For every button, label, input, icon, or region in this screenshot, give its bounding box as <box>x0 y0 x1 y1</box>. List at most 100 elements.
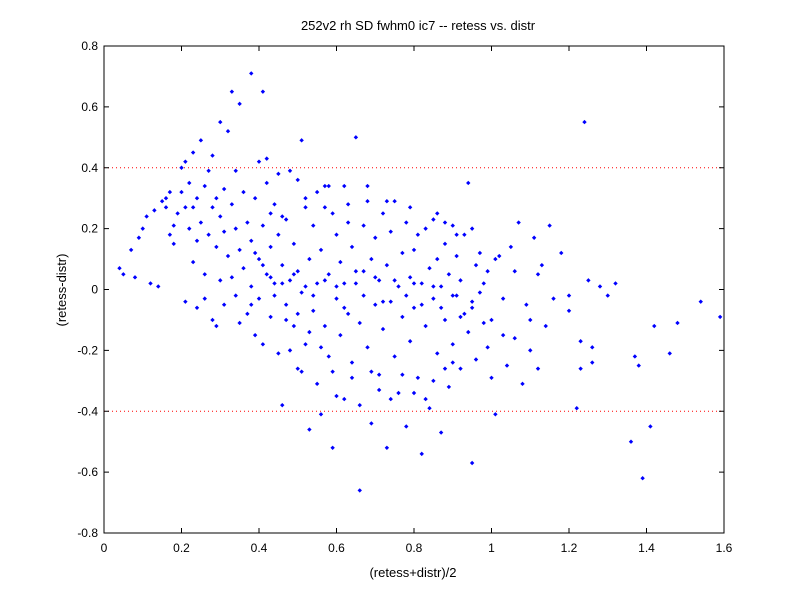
data-point <box>163 195 169 201</box>
data-point <box>396 284 401 289</box>
data-point <box>415 232 421 237</box>
data-point <box>229 275 235 280</box>
data-point <box>334 232 339 237</box>
x-tick-label: 1.4 <box>638 541 655 555</box>
data-point <box>524 302 529 307</box>
data-point <box>717 314 723 320</box>
x-tick-label: 0.6 <box>328 541 345 555</box>
data-point <box>214 244 219 250</box>
data-point <box>307 427 312 432</box>
data-point <box>357 488 362 493</box>
data-point <box>473 357 479 362</box>
x-axis-title: (retess+distr)/2 <box>369 565 456 580</box>
data-point <box>249 238 254 243</box>
data-point <box>404 293 409 298</box>
data-point <box>411 281 417 286</box>
data-point <box>388 396 393 402</box>
data-point <box>531 235 537 240</box>
x-tick-label: 1.6 <box>716 541 733 555</box>
data-point <box>264 272 269 277</box>
data-point <box>318 412 324 417</box>
y-tick-label: -0.4 <box>77 404 98 418</box>
data-point <box>400 372 405 377</box>
data-point <box>167 232 173 237</box>
data-point <box>431 217 436 222</box>
data-point <box>648 424 653 429</box>
data-point <box>167 189 173 195</box>
data-point <box>198 220 204 225</box>
y-axis-title: (retess-distr) <box>54 254 69 327</box>
data-point <box>245 220 250 225</box>
data-point <box>330 211 335 216</box>
data-point <box>458 366 463 371</box>
x-tick-label: 1.2 <box>561 541 578 555</box>
data-point <box>442 366 448 371</box>
data-point <box>334 393 339 399</box>
data-point <box>256 296 262 301</box>
data-point <box>489 317 494 323</box>
data-point <box>303 342 308 347</box>
data-point <box>256 256 262 262</box>
data-point <box>450 293 455 298</box>
x-tick-label: 1 <box>488 541 495 555</box>
data-point <box>330 445 335 450</box>
data-point <box>345 220 351 225</box>
data-point <box>221 229 227 234</box>
data-point <box>392 278 397 283</box>
data-point <box>469 226 475 231</box>
chart-title: 252v2 rh SD fwhm0 ic7 -- retess vs. dist… <box>301 18 536 33</box>
data-point <box>640 476 645 481</box>
data-point <box>179 165 184 170</box>
data-point <box>462 232 467 237</box>
data-point <box>322 183 328 189</box>
data-point <box>477 290 483 295</box>
data-point <box>326 272 331 277</box>
data-point <box>551 296 556 301</box>
data-point <box>221 302 227 307</box>
data-point <box>283 302 289 307</box>
data-point <box>512 269 517 274</box>
data-point <box>295 366 300 371</box>
data-point <box>303 205 308 210</box>
data-point <box>260 89 266 94</box>
data-point <box>404 220 409 225</box>
data-point <box>384 445 390 450</box>
data-point <box>233 293 238 298</box>
data-point <box>535 366 541 371</box>
data-point <box>322 278 328 283</box>
data-point <box>249 302 254 307</box>
data-point <box>574 406 579 411</box>
data-point <box>233 226 238 231</box>
data-point <box>415 375 421 380</box>
data-point <box>361 223 366 228</box>
data-point <box>268 211 273 216</box>
data-point <box>276 232 281 237</box>
data-point <box>342 183 347 189</box>
data-point <box>194 305 200 310</box>
data-point <box>190 150 196 155</box>
data-point <box>469 460 475 466</box>
data-point <box>326 183 331 189</box>
data-point <box>264 180 269 186</box>
data-point <box>218 278 223 283</box>
data-point <box>237 247 242 253</box>
data-point <box>481 281 486 286</box>
data-point <box>159 199 165 204</box>
data-point <box>225 129 231 134</box>
data-point <box>512 336 517 341</box>
data-point <box>458 314 463 320</box>
data-point <box>260 223 266 228</box>
data-point <box>283 317 289 323</box>
data-point <box>334 296 339 301</box>
data-point <box>299 369 304 374</box>
data-point <box>373 275 378 280</box>
data-point <box>214 195 219 201</box>
data-point <box>411 305 417 310</box>
data-point <box>442 220 448 225</box>
data-point <box>349 244 355 250</box>
data-point <box>547 223 552 228</box>
data-point <box>198 138 204 143</box>
data-point <box>380 299 386 304</box>
data-point <box>423 396 428 402</box>
data-point <box>466 180 471 186</box>
